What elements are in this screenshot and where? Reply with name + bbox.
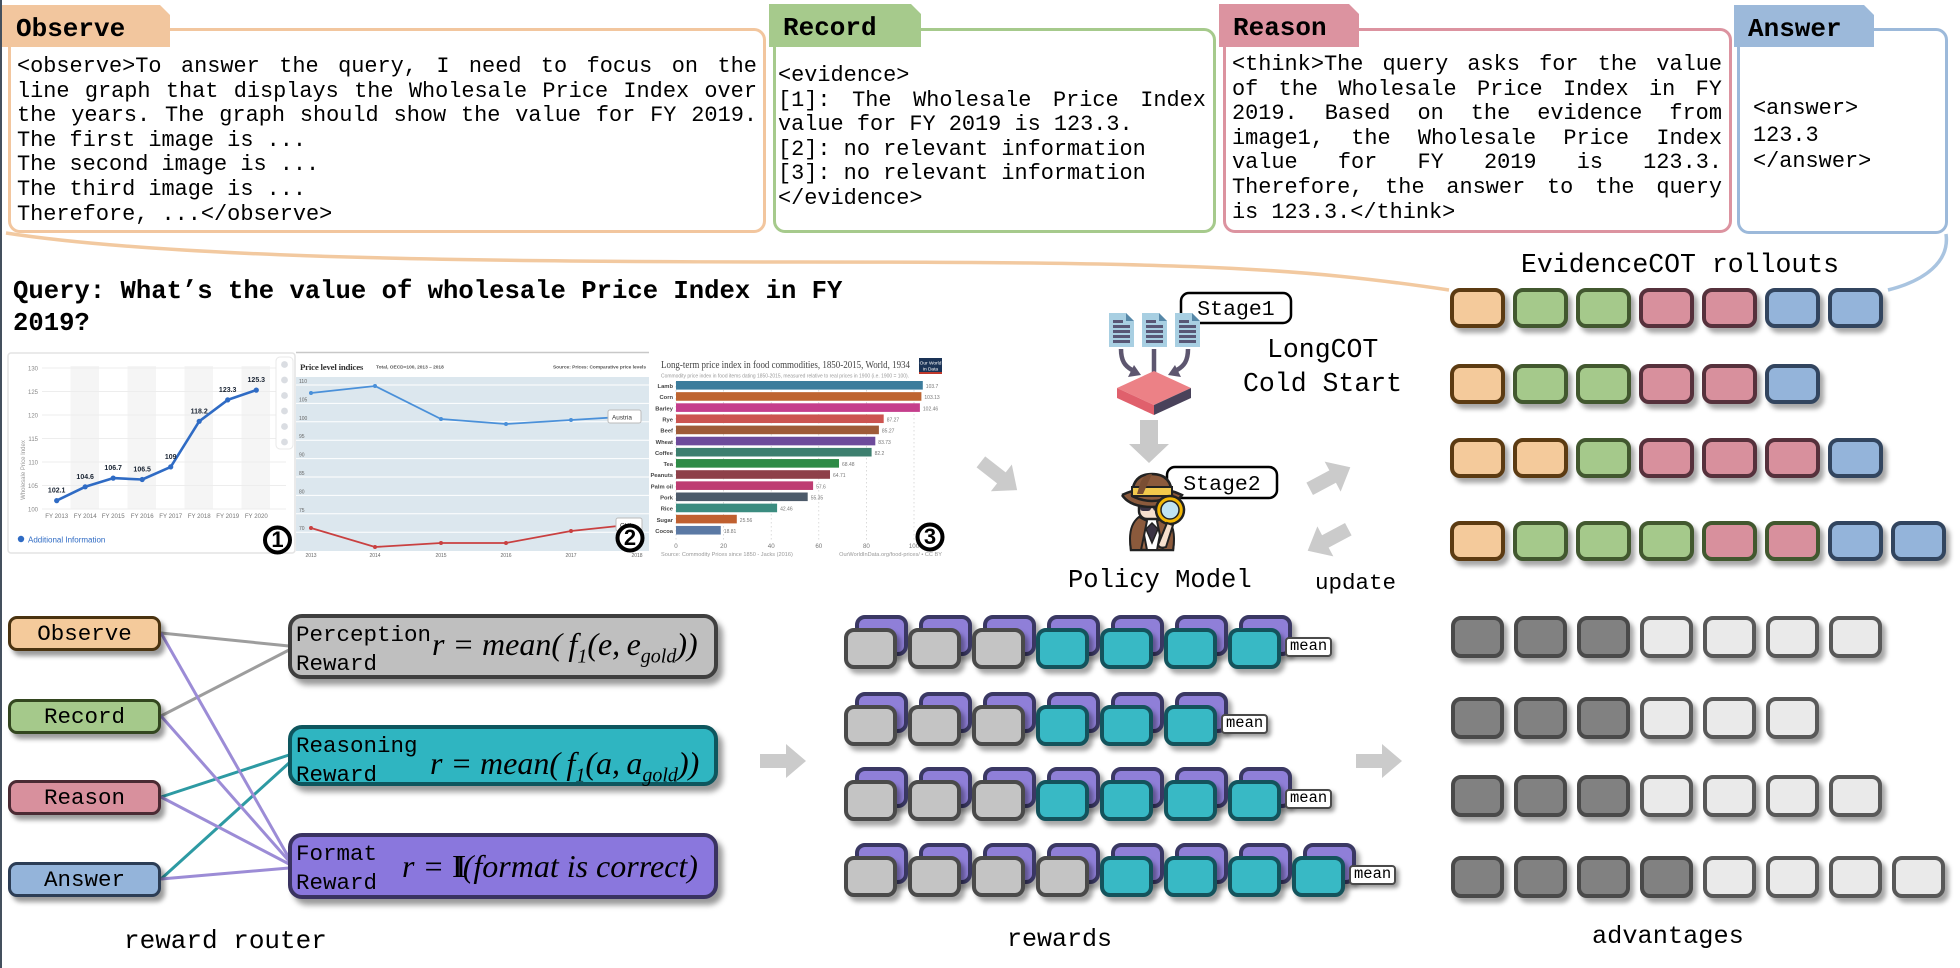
svg-text:Rice: Rice: [661, 507, 674, 513]
svg-text:Rye: Rye: [662, 417, 673, 423]
svg-text:130: 130: [28, 367, 39, 373]
svg-text:105: 105: [28, 484, 39, 490]
svg-text:110: 110: [299, 379, 307, 385]
svg-text:123.3: 123.3: [219, 387, 237, 394]
svg-text:Additional Information: Additional Information: [28, 536, 105, 545]
svg-text:0: 0: [674, 543, 678, 550]
svg-text:Price level indices: Price level indices: [300, 362, 364, 372]
svg-text:Commodity price index in food: Commodity price index in food items dati…: [661, 374, 909, 380]
svg-text:Pork: Pork: [660, 496, 674, 502]
svg-text:70: 70: [299, 526, 305, 532]
svg-text:57.6: 57.6: [816, 484, 826, 490]
svg-text:95: 95: [299, 434, 305, 440]
svg-text:25.56: 25.56: [740, 518, 753, 524]
svg-text:110: 110: [28, 461, 38, 467]
svg-text:100: 100: [909, 543, 920, 550]
svg-text:in Data: in Data: [923, 367, 939, 373]
svg-text:OurWorldInData.org/food-prices: OurWorldInData.org/food-prices/ • CC BY: [839, 552, 942, 558]
svg-text:Palm oil: Palm oil: [651, 484, 674, 490]
svg-text:103.7: 103.7: [926, 384, 939, 390]
svg-text:Stage2: Stage2: [1183, 473, 1260, 497]
svg-text:75: 75: [299, 508, 305, 514]
svg-text:125: 125: [28, 390, 39, 396]
svg-text:102.46: 102.46: [923, 406, 939, 412]
svg-text:87.27: 87.27: [887, 417, 900, 423]
svg-text:Long-term price index in food: Long-term price index in food commoditie…: [661, 359, 910, 371]
svg-text:Our World: Our World: [920, 361, 942, 367]
svg-text:100: 100: [28, 508, 39, 514]
svg-text:60: 60: [815, 543, 822, 550]
svg-text:FY 2018: FY 2018: [188, 513, 212, 520]
svg-text:80: 80: [299, 489, 305, 495]
svg-text:FY 2020: FY 2020: [245, 513, 269, 520]
svg-text:2015: 2015: [435, 553, 446, 559]
svg-text:85.27: 85.27: [882, 429, 895, 435]
svg-text:125.3: 125.3: [248, 377, 266, 384]
svg-text:1: 1: [271, 527, 283, 552]
svg-text:Peanuts: Peanuts: [650, 473, 673, 479]
svg-text:Beef: Beef: [660, 429, 673, 435]
svg-text:105: 105: [299, 397, 308, 403]
svg-text:80: 80: [863, 543, 870, 550]
svg-text:Barley: Barley: [655, 406, 674, 412]
svg-text:3: 3: [924, 524, 936, 549]
svg-text:18.81: 18.81: [724, 529, 737, 535]
svg-text:104.6: 104.6: [76, 474, 94, 481]
svg-text:90: 90: [299, 453, 305, 459]
svg-text:2014: 2014: [369, 553, 380, 559]
svg-text:64.71: 64.71: [833, 473, 846, 479]
svg-text:FY 2017: FY 2017: [159, 513, 183, 520]
svg-text:Lamb: Lamb: [658, 384, 674, 390]
svg-text:Coffee: Coffee: [655, 451, 674, 457]
svg-text:118.2: 118.2: [191, 408, 208, 415]
svg-text:40: 40: [768, 543, 775, 550]
svg-text:2016: 2016: [500, 553, 511, 559]
svg-text:Corn: Corn: [659, 395, 673, 401]
svg-text:Wheat: Wheat: [656, 440, 673, 446]
svg-text:Total, OECD=100, 2013 – 2018: Total, OECD=100, 2013 – 2018: [376, 365, 444, 371]
svg-text:42.46: 42.46: [780, 507, 793, 513]
svg-text:109: 109: [165, 454, 177, 461]
svg-text:FY 2014: FY 2014: [74, 513, 98, 520]
svg-text:2: 2: [624, 525, 636, 550]
svg-text:Source: Prices: Comparative pr: Source: Prices: Comparative price levels: [553, 365, 646, 371]
svg-text:FY 2015: FY 2015: [102, 513, 126, 520]
svg-text:85: 85: [299, 471, 305, 477]
svg-text:115: 115: [28, 437, 38, 443]
svg-text:100: 100: [299, 416, 308, 422]
svg-text:106.5: 106.5: [133, 467, 151, 474]
svg-text:83.73: 83.73: [878, 440, 891, 446]
svg-text:FY 2016: FY 2016: [131, 513, 155, 520]
svg-text:2018: 2018: [631, 553, 642, 559]
svg-text:55.35: 55.35: [811, 496, 824, 502]
svg-text:FY 2019: FY 2019: [216, 513, 240, 520]
svg-text:FY 2013: FY 2013: [45, 513, 69, 520]
svg-text:Austria: Austria: [612, 415, 632, 422]
svg-text:Tea: Tea: [663, 462, 673, 468]
svg-text:2013: 2013: [305, 553, 316, 559]
svg-text:Source: Commodity Prices since: Source: Commodity Prices since 1850 - Ja…: [661, 552, 793, 558]
svg-text:102.1: 102.1: [48, 488, 66, 495]
svg-text:Wholesale Price Index: Wholesale Price Index: [21, 440, 27, 500]
svg-text:120: 120: [28, 414, 39, 420]
svg-text:Sugar: Sugar: [657, 518, 674, 524]
svg-text:Stage1: Stage1: [1197, 298, 1274, 322]
svg-text:82.2: 82.2: [875, 451, 885, 457]
svg-text:2017: 2017: [565, 553, 576, 559]
svg-text:Cocoa: Cocoa: [655, 529, 673, 535]
svg-text:68.48: 68.48: [842, 462, 855, 468]
svg-text:106.7: 106.7: [104, 465, 122, 472]
svg-text:20: 20: [720, 543, 727, 550]
svg-text:103.13: 103.13: [924, 395, 940, 401]
